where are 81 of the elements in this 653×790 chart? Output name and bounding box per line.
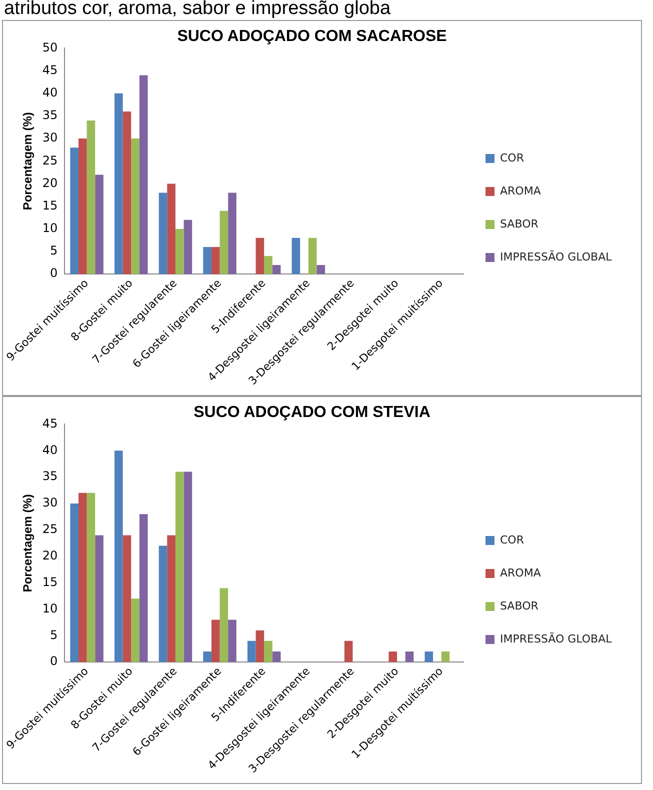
bar bbox=[220, 210, 228, 274]
y-tick-label: 35 bbox=[42, 108, 58, 122]
bar bbox=[264, 256, 272, 274]
y-tick-label: 45 bbox=[42, 62, 58, 77]
y-tick-label: 10 bbox=[42, 601, 58, 616]
bar bbox=[308, 238, 317, 274]
legend-label: IMPRESSÃO GLOBAL bbox=[500, 631, 613, 646]
bar bbox=[272, 265, 281, 274]
bar bbox=[228, 192, 236, 274]
legend-label: IMPRESSÃO GLOBAL bbox=[500, 249, 613, 264]
bar bbox=[131, 598, 140, 662]
y-tick-label: 20 bbox=[42, 548, 58, 562]
bar bbox=[272, 652, 281, 662]
legend-label: SABOR bbox=[500, 599, 539, 612]
bar bbox=[86, 120, 96, 274]
bar bbox=[220, 588, 228, 662]
bar bbox=[256, 238, 264, 274]
y-tick-label: 35 bbox=[42, 469, 58, 484]
bar bbox=[167, 184, 176, 274]
y-tick-label: 0 bbox=[50, 266, 58, 280]
bar bbox=[175, 472, 184, 662]
bar bbox=[203, 652, 212, 662]
bar bbox=[184, 472, 192, 662]
y-tick-label: 40 bbox=[42, 442, 58, 457]
y-tick-label: 25 bbox=[42, 522, 58, 536]
y-tick-label: 5 bbox=[50, 628, 58, 642]
bar bbox=[70, 503, 78, 662]
bar bbox=[405, 652, 414, 662]
bar bbox=[211, 620, 220, 662]
bar bbox=[316, 265, 326, 274]
legend-label: COR bbox=[500, 533, 524, 546]
bar bbox=[95, 535, 104, 662]
bar bbox=[424, 652, 434, 662]
y-tick-label: 15 bbox=[42, 574, 58, 589]
bar bbox=[256, 630, 264, 662]
y-tick-label: 40 bbox=[42, 86, 58, 100]
bar bbox=[131, 138, 140, 274]
text: atributos cor, aroma, sabor e impressão globa bbox=[3, 0, 392, 20]
y-tick-label: 20 bbox=[42, 176, 58, 190]
y-tick-label: 5 bbox=[50, 244, 58, 258]
bar bbox=[441, 652, 450, 662]
bar bbox=[184, 220, 192, 274]
y-tick-label: 30 bbox=[42, 130, 58, 145]
bar bbox=[78, 492, 87, 662]
bar bbox=[158, 546, 168, 662]
chart-title: SUCO ADOÇADO COM STEVIA bbox=[194, 404, 431, 422]
bar bbox=[292, 238, 300, 274]
bar bbox=[167, 535, 176, 662]
bar bbox=[175, 228, 184, 274]
y-tick-label: 50 bbox=[42, 40, 58, 54]
bar bbox=[95, 174, 104, 274]
bar bbox=[139, 75, 148, 274]
legend-label: COR bbox=[500, 151, 524, 164]
y-tick-label: 25 bbox=[42, 153, 58, 168]
bar bbox=[264, 640, 272, 662]
bar bbox=[344, 640, 353, 662]
bar bbox=[78, 138, 87, 274]
bar bbox=[158, 192, 168, 274]
bar bbox=[203, 246, 212, 274]
y-tick-label: 0 bbox=[50, 654, 58, 668]
bar bbox=[122, 535, 132, 662]
y-axis-title: Porcentagem (%) bbox=[20, 494, 34, 592]
bar bbox=[114, 450, 123, 662]
y-tick-label: 15 bbox=[42, 198, 58, 212]
bar bbox=[139, 514, 148, 662]
bar bbox=[114, 93, 123, 274]
legend-label: SABOR bbox=[500, 217, 539, 230]
legend-label: AROMA bbox=[500, 566, 542, 580]
y-tick-label: 10 bbox=[42, 221, 58, 236]
bar bbox=[86, 492, 96, 662]
y-tick-label: 45 bbox=[42, 416, 58, 430]
legend-label: AROMA bbox=[500, 184, 542, 198]
y-axis-title: Porcentagem (%) bbox=[20, 112, 34, 210]
bar bbox=[247, 640, 256, 662]
bar bbox=[228, 620, 236, 662]
y-tick-label: 30 bbox=[42, 496, 58, 510]
bar bbox=[70, 148, 78, 274]
bar bbox=[211, 246, 220, 274]
bar bbox=[388, 652, 398, 662]
chart-title: SUCO ADOÇADO COM SACAROSE bbox=[177, 28, 448, 46]
bar bbox=[122, 111, 132, 274]
